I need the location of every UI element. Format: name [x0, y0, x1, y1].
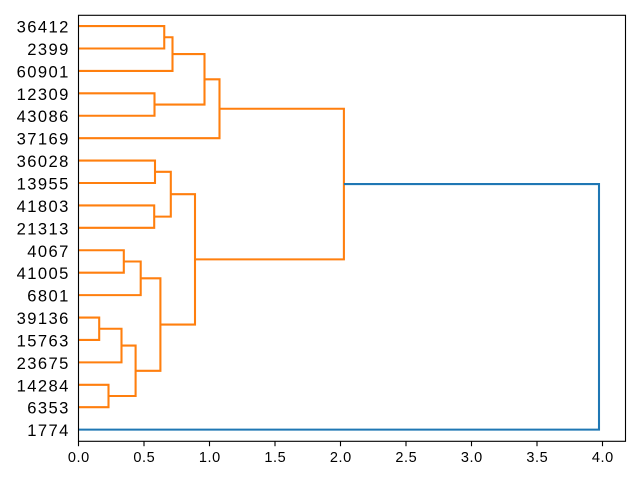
svg-text:2.5: 2.5 [395, 450, 417, 466]
svg-text:3.5: 3.5 [526, 450, 548, 466]
svg-text:4.0: 4.0 [592, 450, 614, 466]
svg-text:6353: 6353 [27, 399, 70, 418]
svg-text:2.0: 2.0 [330, 450, 352, 466]
svg-text:0.0: 0.0 [68, 450, 90, 466]
svg-text:0.5: 0.5 [133, 450, 155, 466]
svg-text:21313: 21313 [17, 219, 70, 238]
svg-text:12309: 12309 [17, 85, 70, 104]
svg-text:1.5: 1.5 [264, 450, 286, 466]
svg-text:14284: 14284 [17, 376, 70, 395]
svg-text:13955: 13955 [17, 175, 70, 194]
svg-text:41005: 41005 [17, 264, 70, 283]
svg-text:6801: 6801 [27, 287, 70, 306]
svg-text:60901: 60901 [17, 62, 70, 81]
svg-text:41803: 41803 [17, 197, 70, 216]
svg-text:36028: 36028 [17, 152, 70, 171]
svg-text:23675: 23675 [17, 354, 70, 373]
svg-text:4067: 4067 [27, 242, 70, 261]
svg-text:15763: 15763 [17, 331, 70, 350]
svg-text:36412: 36412 [17, 18, 70, 37]
svg-text:1774: 1774 [27, 421, 70, 440]
svg-text:37169: 37169 [17, 130, 70, 149]
svg-text:3.0: 3.0 [461, 450, 483, 466]
svg-text:1.0: 1.0 [199, 450, 221, 466]
svg-text:2399: 2399 [27, 40, 70, 59]
svg-text:39136: 39136 [17, 309, 70, 328]
svg-text:43086: 43086 [17, 107, 70, 126]
